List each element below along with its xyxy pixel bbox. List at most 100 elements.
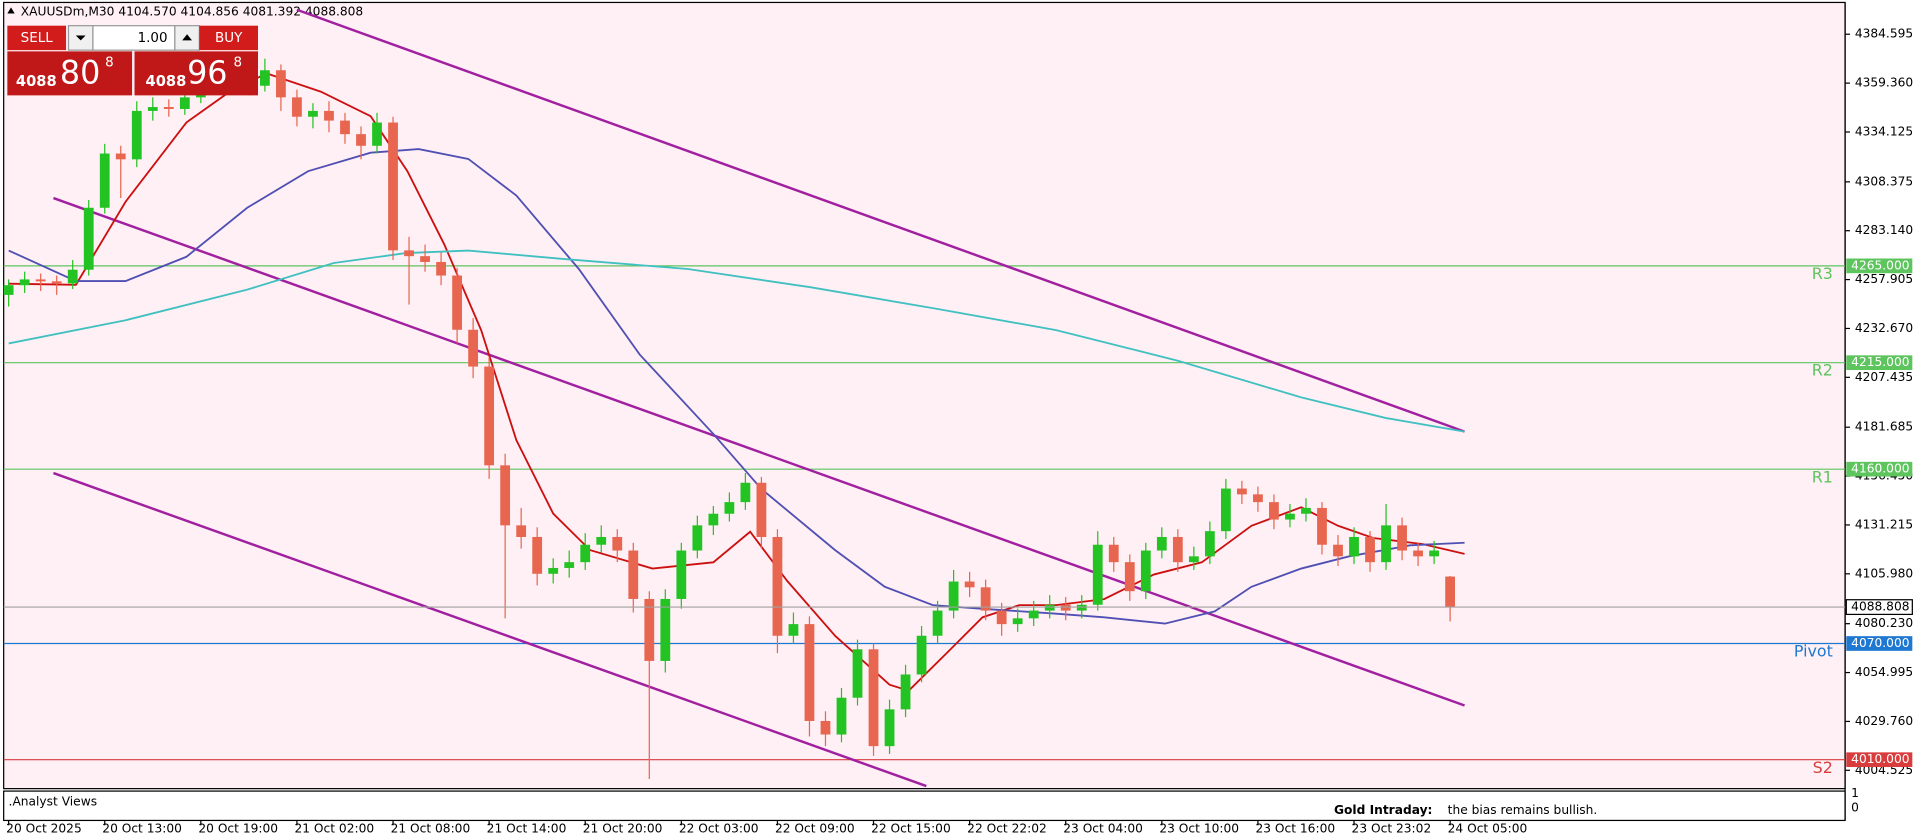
note-text: the bias remains bullish. bbox=[1448, 803, 1598, 817]
candle-body bbox=[3, 285, 14, 295]
bid-big[interactable]: 4088 bbox=[16, 73, 57, 90]
candle-body bbox=[628, 550, 639, 599]
candle-body bbox=[404, 250, 414, 257]
candle-body bbox=[388, 122, 398, 251]
candle-body bbox=[163, 107, 174, 109]
candle-body bbox=[1285, 513, 1295, 520]
x-tick-label: 21 Oct 08:00 bbox=[391, 821, 471, 835]
candle-body bbox=[644, 598, 655, 661]
candle-body bbox=[1156, 536, 1167, 551]
candle-body bbox=[179, 97, 190, 109]
candle-body bbox=[884, 709, 895, 747]
candle-body bbox=[916, 635, 927, 675]
last-price-label: 4088.808 bbox=[1851, 600, 1909, 614]
x-tick-label: 20 Oct 13:00 bbox=[102, 821, 182, 835]
candle-body bbox=[964, 581, 975, 588]
candle-body bbox=[292, 97, 302, 117]
y-tick-label: 4054.995 bbox=[1855, 665, 1913, 679]
candle-body bbox=[19, 279, 30, 286]
y-tick-label: 4232.670 bbox=[1855, 321, 1913, 335]
lot-down-icon bbox=[75, 35, 86, 41]
candle-body bbox=[932, 610, 943, 636]
candle-body bbox=[1269, 502, 1279, 520]
lot-down[interactable] bbox=[67, 25, 94, 51]
candle-body bbox=[1301, 507, 1311, 514]
candle-body bbox=[612, 536, 623, 551]
candle-body bbox=[1317, 507, 1327, 545]
candle-body bbox=[1397, 525, 1407, 551]
y-tick-label: 4283.140 bbox=[1855, 223, 1913, 237]
buy-button[interactable] bbox=[199, 25, 258, 51]
y-tick-label: 4257.905 bbox=[1855, 272, 1913, 286]
lot-value[interactable]: 1.00 bbox=[138, 31, 168, 46]
candle-body bbox=[564, 562, 575, 568]
trendline bbox=[296, 8, 1465, 433]
ask-box[interactable] bbox=[134, 51, 258, 96]
candle-body bbox=[324, 110, 334, 121]
buy-label[interactable]: BUY bbox=[215, 31, 243, 46]
candle-body bbox=[1413, 550, 1423, 557]
candle-body bbox=[692, 525, 703, 551]
candle-body bbox=[420, 256, 430, 262]
candle-body bbox=[260, 70, 270, 86]
sell-button[interactable] bbox=[7, 25, 67, 51]
candle-body bbox=[804, 624, 815, 721]
y-tick-label: 4080.230 bbox=[1855, 616, 1913, 630]
candle-body bbox=[1349, 536, 1359, 557]
candle-body bbox=[372, 122, 382, 146]
candle-body bbox=[996, 610, 1007, 625]
candle-body bbox=[740, 482, 751, 503]
y-tick-label: 4308.375 bbox=[1855, 174, 1913, 188]
x-tick-label: 23 Oct 04:00 bbox=[1063, 821, 1143, 835]
x-tick-label: 20 Oct 19:00 bbox=[198, 821, 278, 835]
candle-body bbox=[1429, 550, 1439, 557]
candle-body bbox=[67, 269, 78, 284]
candle-body bbox=[1204, 531, 1215, 557]
y-tick-label: 4207.435 bbox=[1855, 370, 1913, 384]
bid-main[interactable]: 80 bbox=[60, 55, 100, 92]
candle-body bbox=[836, 697, 847, 735]
bid-box[interactable] bbox=[7, 51, 133, 96]
level-price: 4265.000 bbox=[1851, 258, 1909, 272]
level-name: S2 bbox=[1813, 758, 1833, 777]
ask-main[interactable]: 96 bbox=[187, 55, 227, 92]
y-tick-label: 4359.360 bbox=[1855, 76, 1913, 90]
level-price-box bbox=[1846, 752, 1913, 768]
candle-body bbox=[580, 544, 591, 563]
candle-body bbox=[548, 567, 559, 574]
candle-body bbox=[99, 153, 110, 208]
ask-big[interactable]: 4088 bbox=[146, 73, 187, 90]
x-tick-label: 21 Oct 20:00 bbox=[583, 821, 663, 835]
indicator-name: .Analyst Views bbox=[9, 795, 98, 809]
candle-body bbox=[35, 279, 46, 282]
candle-body bbox=[276, 70, 286, 98]
candle-body bbox=[596, 536, 607, 545]
level-price-box bbox=[1846, 258, 1913, 274]
candle-body bbox=[452, 275, 462, 330]
indicator-scale: 0 bbox=[1851, 801, 1859, 815]
candle-body bbox=[1108, 544, 1119, 563]
x-tick-label: 22 Oct 22:02 bbox=[967, 821, 1047, 835]
plot bbox=[3, 8, 1846, 788]
candle-body bbox=[820, 720, 831, 735]
y-tick-label: 4105.980 bbox=[1855, 566, 1913, 580]
y-tick-label: 4181.685 bbox=[1855, 420, 1913, 434]
candle-body bbox=[131, 110, 142, 160]
level-price: 4010.000 bbox=[1851, 752, 1909, 766]
candle-body bbox=[340, 120, 350, 135]
x-tick-label: 22 Oct 09:00 bbox=[775, 821, 855, 835]
x-tick-label: 21 Oct 14:00 bbox=[487, 821, 567, 835]
level-name: R3 bbox=[1812, 264, 1833, 283]
bid-small[interactable]: 8 bbox=[105, 55, 114, 70]
level-name: R2 bbox=[1812, 361, 1833, 380]
sell-label[interactable]: SELL bbox=[21, 31, 54, 46]
candle-body bbox=[724, 502, 735, 514]
candle-body bbox=[772, 536, 783, 636]
level-price: 4215.000 bbox=[1851, 355, 1909, 369]
ask-small[interactable]: 8 bbox=[234, 55, 243, 70]
level-price-box bbox=[1846, 636, 1913, 651]
x-tick-label: 24 Oct 05:00 bbox=[1448, 821, 1528, 835]
trendline bbox=[53, 196, 1465, 707]
indicator-scale: 1 bbox=[1851, 786, 1859, 800]
